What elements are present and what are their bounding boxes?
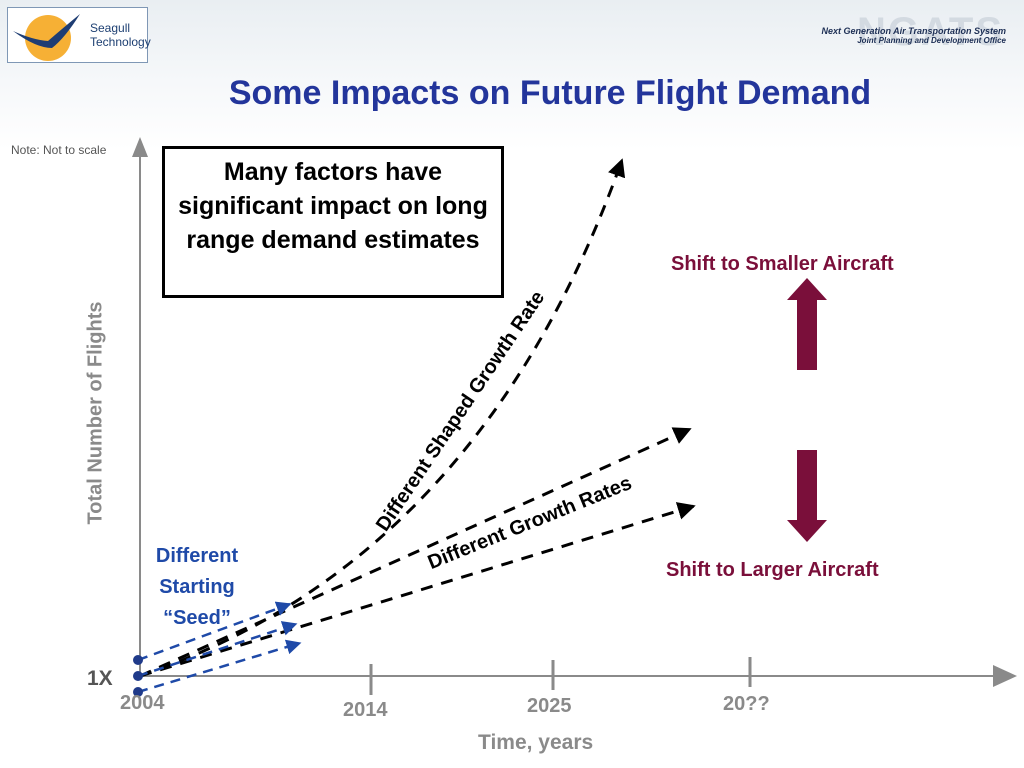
seagull-bird-icon	[13, 14, 80, 61]
x-tick-label-2025: 2025	[527, 695, 572, 717]
x-tick-label-20xx: 20??	[723, 693, 770, 715]
y-axis-label: Total Number of Flights	[84, 301, 107, 525]
shift-down-arrow-icon	[787, 450, 827, 542]
x-tick-label-2004: 2004	[120, 692, 165, 714]
starting-seed-lines	[133, 601, 302, 697]
logo-line-2: Technology	[90, 35, 151, 49]
ngats-watermark: NGATS	[856, 10, 1004, 54]
seed-dot-high	[133, 655, 143, 665]
seed-label-line-3: “Seed”	[163, 607, 231, 629]
baseline-label: 1X	[87, 667, 113, 690]
x-axis	[140, 657, 1017, 695]
seed-label-line-1: Different	[155, 545, 239, 567]
seagull-logo: Seagull Technology	[7, 7, 151, 63]
ngats-caption-line-2: Joint Planning and Development Office	[857, 36, 1006, 45]
header-band	[0, 0, 1024, 150]
x-tick-label-2014: 2014	[343, 699, 388, 721]
starting-seed-label: Different Starting “Seed”	[142, 541, 252, 634]
factors-callout: Many factors have significant impact on …	[162, 146, 504, 298]
shift-smaller-label: Shift to Smaller Aircraft	[671, 253, 894, 275]
ngats-caption: Next Generation Air Transportation Syste…	[821, 26, 1006, 45]
logo-line-1: Seagull	[90, 21, 131, 35]
logo-text: Seagull Technology	[90, 21, 151, 49]
shift-up-arrow-icon	[787, 278, 827, 370]
y-axis-arrow-icon	[132, 137, 148, 157]
high-growth-line	[139, 427, 692, 678]
y-axis	[132, 137, 148, 676]
seed-label-line-2: Starting	[159, 576, 235, 598]
shift-larger-label: Shift to Larger Aircraft	[666, 559, 879, 581]
seed-dot-mid	[133, 671, 143, 681]
ngats-caption-line-1: Next Generation Air Transportation Syste…	[821, 26, 1006, 36]
scale-note: Note: Not to scale	[11, 143, 107, 157]
shaped-growth-curve	[139, 158, 626, 678]
seed-dot-low	[133, 687, 143, 697]
x-axis-label: Time, years	[478, 731, 594, 754]
page-title: Some Impacts on Future Flight Demand	[228, 74, 872, 112]
x-axis-arrow-icon	[993, 665, 1017, 687]
